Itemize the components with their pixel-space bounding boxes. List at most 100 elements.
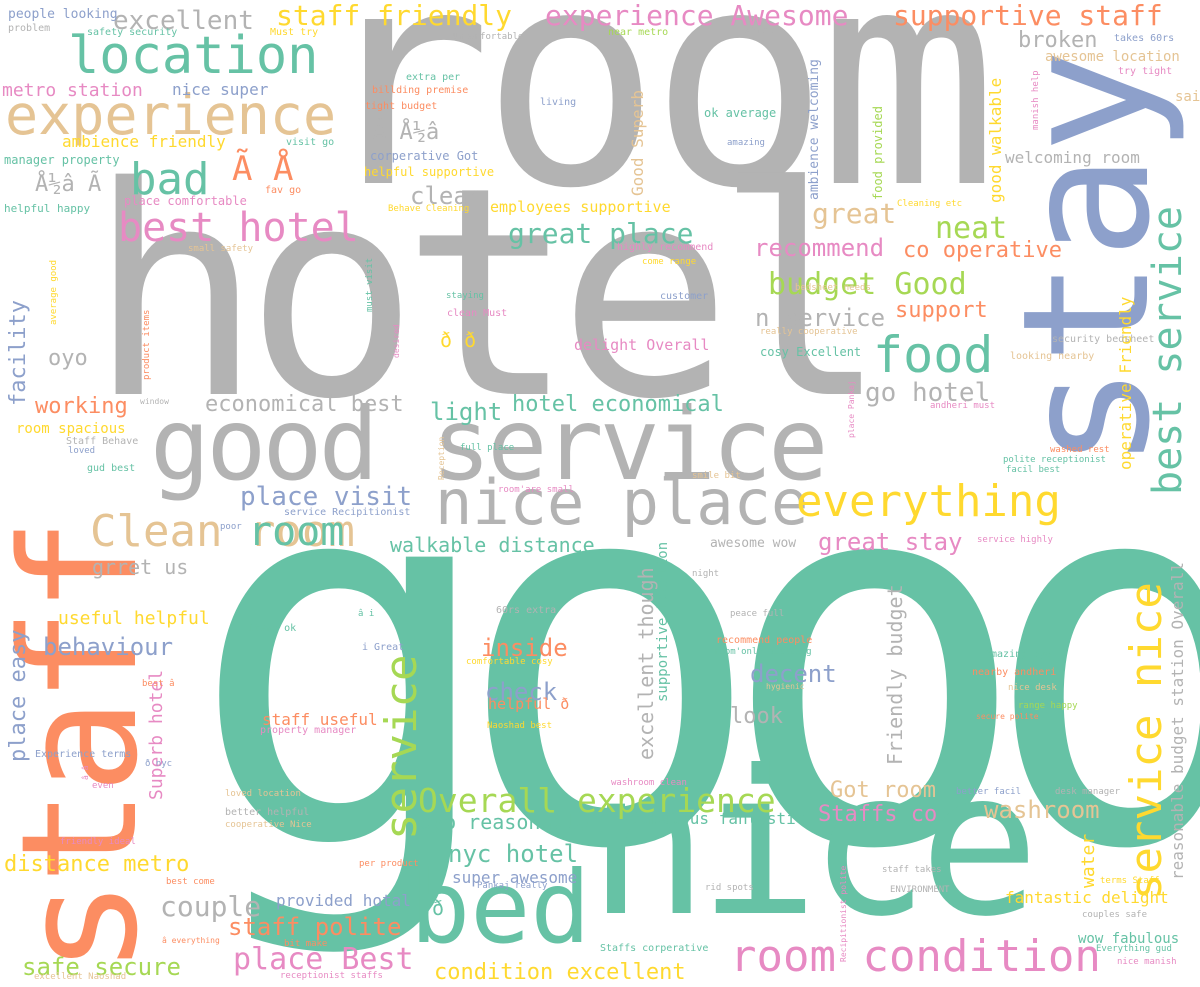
word-bedsheet-needs: bedsheet needs: [795, 283, 871, 293]
word-range-happy: range happy: [1018, 701, 1078, 711]
word-corperative-got: corperative Got: [370, 149, 479, 163]
word-clean-room: Clean room: [90, 506, 355, 557]
word-support: support: [895, 298, 988, 323]
word-clean: clean: [410, 182, 483, 210]
word-working: working: [35, 394, 128, 419]
word-great: great: [812, 197, 897, 230]
word-ambience-friendly: ambience friendly: [62, 132, 226, 151]
word-nice-place: nice place: [435, 466, 809, 539]
word-good-service: good service: [150, 386, 828, 503]
word-washroom-clean: washroom clean: [611, 778, 687, 788]
word-experience-terms: Experience terms: [35, 749, 132, 760]
word-average-good: average good: [49, 259, 59, 325]
word-a-a-small: â â: [81, 765, 90, 780]
word-helpful-glyph: helpful ð: [488, 695, 570, 713]
word-operative-friendly: operative Friendly: [1116, 296, 1135, 470]
word-everything: everything: [796, 476, 1061, 527]
word-best-come: best come: [166, 877, 215, 887]
word-clean-must: clean Must: [447, 308, 508, 319]
word-receptionist-staffs: receptionist staffs: [280, 971, 383, 981]
word-ambience-welcoming: ambience welcoming: [807, 59, 822, 200]
word-reasonable-budget: reasonable budget station Overall: [1168, 562, 1187, 880]
word-safety-security: safety security: [87, 27, 178, 38]
word-hotel-economical: hotel economical: [512, 392, 724, 417]
word-looking-nearby: looking nearby: [1010, 351, 1095, 362]
word-recommend: recommend: [754, 234, 885, 262]
word-reception: Reception: [437, 436, 446, 480]
word-highly-recommend: highly recommend: [617, 242, 714, 253]
word-food-provided: food provided: [871, 106, 885, 200]
word-bad: bad: [130, 154, 210, 205]
word-condition-excellent: condition excellent: [434, 960, 686, 985]
word-desk-manager: desk manager: [1055, 787, 1121, 797]
word-oyo-reasonable: oyo reasonable: [420, 810, 589, 834]
word-water: water: [1078, 833, 1099, 888]
word-said: said: [1175, 89, 1200, 105]
word-fabulous-fantastic: fabulous fantastic: [632, 809, 806, 828]
word-staff-friendly: staff friendly: [276, 0, 513, 32]
word-a-a: Ã Å: [232, 149, 294, 189]
word-must-visit: must visit: [365, 257, 375, 312]
word-nice: nice: [588, 728, 1040, 961]
word-naoshad-best: Naoshad best: [487, 721, 553, 731]
word-check: check: [485, 678, 558, 706]
word-economical-best: economical best: [205, 392, 404, 417]
word-staffs-co: Staffs co: [818, 802, 938, 827]
word-broken: broken: [1018, 28, 1098, 53]
word-staff-behave: Staff Behave: [66, 436, 139, 447]
word-full-place: full place: [460, 443, 515, 453]
word-rid-spots: rid spots: [705, 883, 754, 893]
word-a-i: â i: [358, 609, 375, 619]
word-provided-hotal: provided hotal: [276, 891, 411, 910]
word-comfortable-cosy: comfortable cosy: [466, 657, 553, 667]
word-superb-hotel: Superb hotel: [146, 669, 167, 800]
word-poor: poor: [220, 522, 242, 532]
word-a-half-a: Å½â Ã: [35, 172, 102, 197]
word-takes-60rs: takes 60rs: [1114, 33, 1175, 44]
word-extra-per: extra per: [406, 72, 461, 83]
word-amazing-oyo: Amazing oyo: [985, 649, 1052, 660]
word-a-a-half: Å Å½â: [373, 120, 440, 145]
word-fantastic-delight: fantastic delight: [1005, 888, 1169, 907]
word-walkable-distance: walkable distance: [390, 533, 595, 557]
word-grret-us: grret us: [92, 555, 189, 579]
word-friendly-ideal: friendly ideal: [60, 837, 136, 847]
word-co-operative: co operative: [903, 238, 1062, 263]
word-place-best: place Best: [233, 942, 414, 977]
word-overall-experience: Overall experience: [418, 781, 776, 820]
word-people-looking: people looking: [8, 7, 118, 22]
word-room-only-billding: room'only billding: [714, 647, 812, 657]
word-nyc-hotel: nyc hotel: [448, 840, 579, 868]
word-room-spacious: room spacious: [16, 421, 126, 437]
word-nice-desk: nice desk: [1008, 683, 1057, 693]
word-bit-make: bit make: [284, 939, 328, 949]
word-location: location: [68, 26, 319, 86]
word-light: light: [430, 398, 503, 426]
word-come-range: come range: [642, 257, 697, 267]
word-experience: experience: [5, 83, 337, 147]
word-best-hotel: best hotel: [118, 205, 359, 251]
word-visit-go: visit go: [286, 137, 335, 148]
word-washroom: washroom: [984, 796, 1100, 824]
word-facility: facility: [6, 300, 31, 406]
word-good: good: [188, 357, 1200, 963]
word-problem: problem: [8, 23, 51, 34]
word-nice-super: nice super: [172, 80, 269, 99]
word-pankaj-really: Pankaj really: [477, 881, 548, 891]
word-best-a: best â: [142, 679, 175, 689]
word-uncomfortable: Uncomfortable: [453, 32, 524, 42]
word-60rs-extra: 60rs extra: [496, 605, 557, 616]
word-inside: inside: [481, 634, 568, 662]
word-really-cooperative: really cooperative: [760, 327, 858, 337]
word-staffs-corperative: Staffs corperative: [600, 943, 709, 954]
word-u: u: [30, 567, 35, 576]
word-excellent-naoshad: excellent Naoshad: [34, 972, 127, 982]
word-customer: customer: [660, 291, 709, 302]
word-place-easy: place easy: [6, 629, 31, 762]
word-couples-safe: couples safe: [1082, 910, 1148, 920]
word-service-highly: service highly: [977, 535, 1053, 545]
word-place-visit: place visit: [240, 482, 413, 512]
word-service-recipitionist: service Recipitionist: [284, 507, 411, 518]
word-billding-premise: billding premise: [372, 85, 469, 96]
word-i-great: i Great: [362, 642, 405, 653]
